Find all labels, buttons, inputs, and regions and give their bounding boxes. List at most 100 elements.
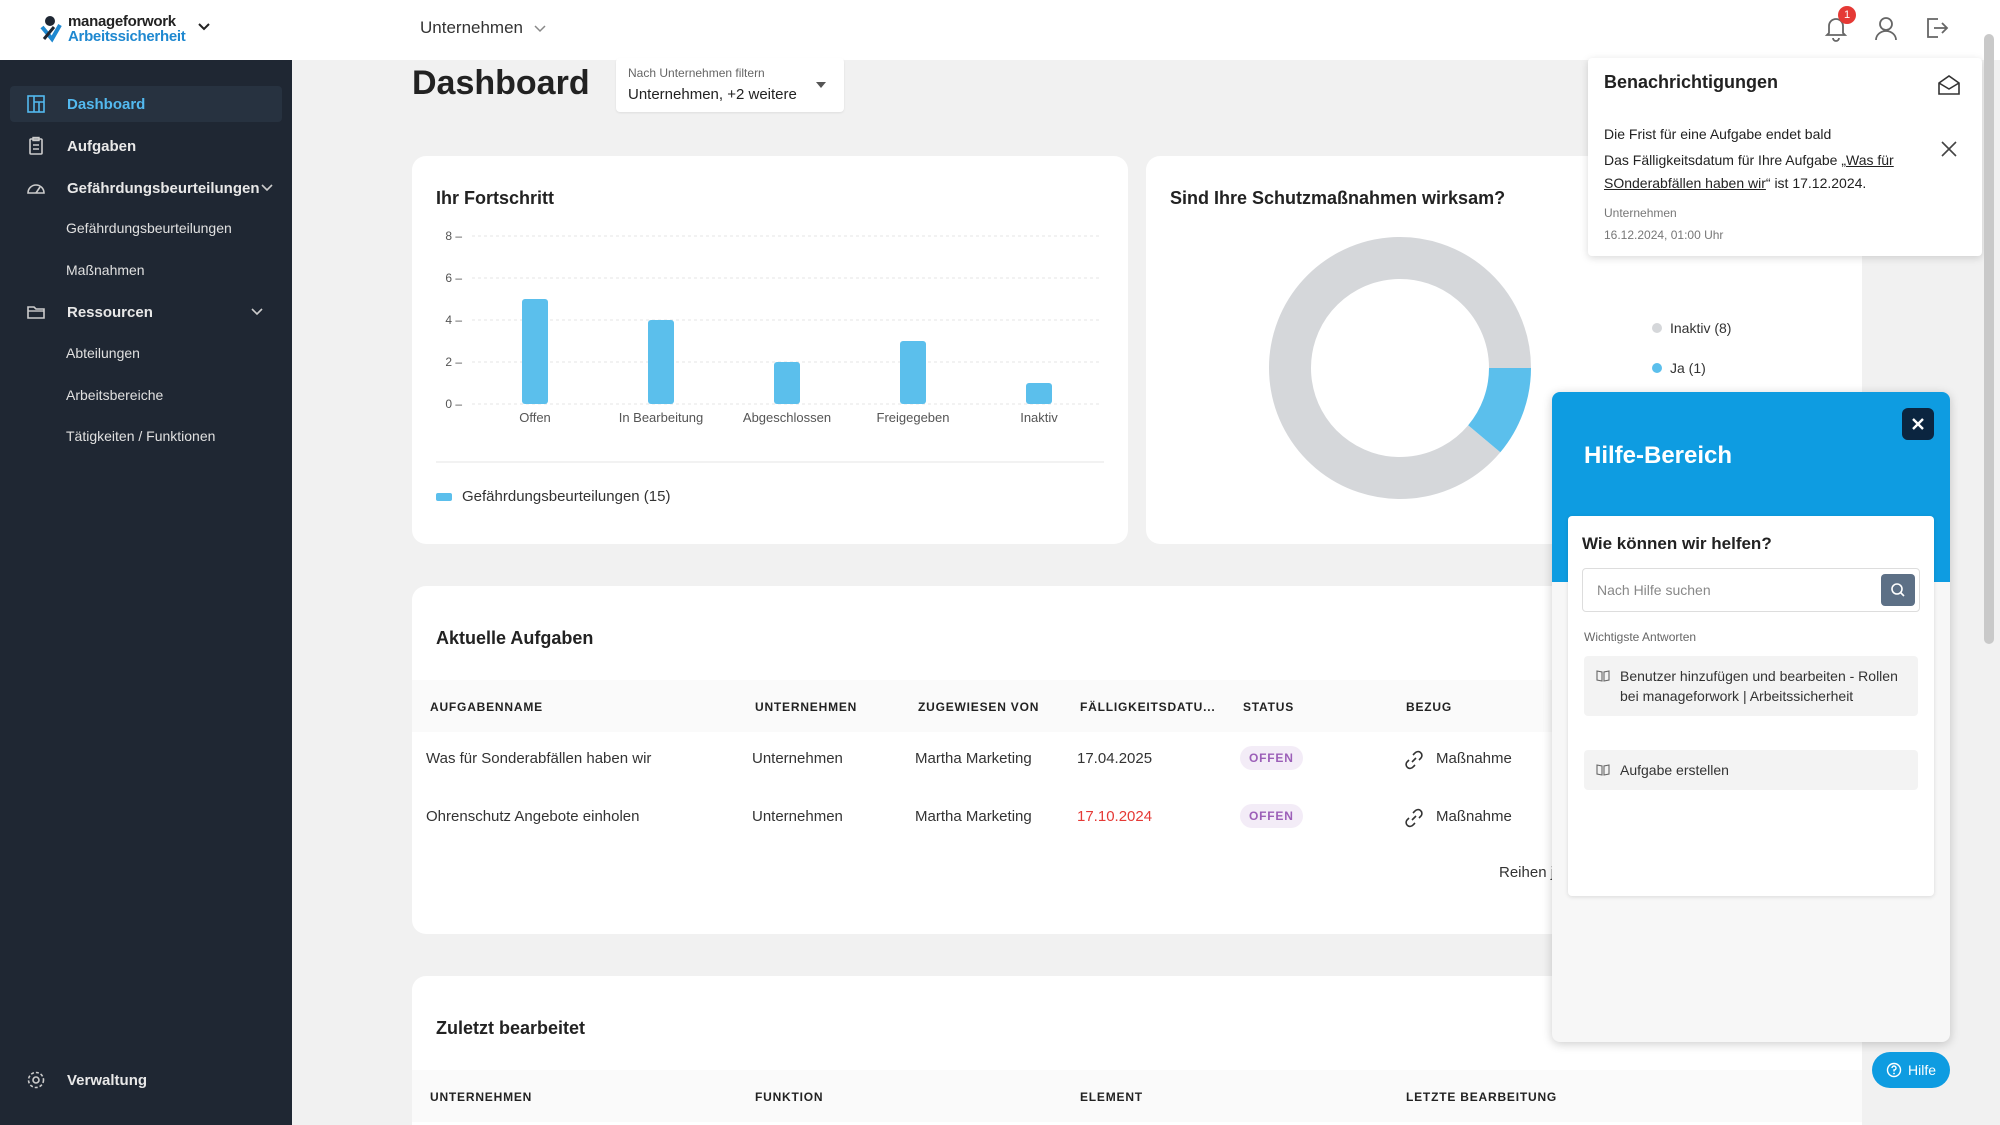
filter-label: Nach Unternehmen filtern — [628, 66, 765, 80]
company-filter-select[interactable]: Nach Unternehmen filtern Unternehmen, +2… — [616, 58, 844, 112]
recent-table-header: UNTERNEHMEN FUNKTION ELEMENT LETZTE BEAR… — [412, 1070, 1862, 1122]
help-floating-button-label: Hilfe — [1907, 1062, 1936, 1078]
rows-per-page-label: Reihen j — [1499, 864, 1555, 881]
help-answer-label: Benutzer hinzufügen und bearbeiten - Rol… — [1620, 668, 1898, 704]
help-question: Wie können wir helfen? — [1582, 534, 1772, 553]
sidebar-item-verwaltung[interactable]: Verwaltung — [10, 1062, 282, 1098]
donut-legend-inaktiv[interactable]: Inaktiv (8) — [1652, 320, 1731, 336]
task-reference-link[interactable]: Maßnahme — [1436, 808, 1512, 825]
sidebar-subitem-gefaehrdungsbeurteilungen[interactable]: Gefährdungsbeurteilungen — [66, 220, 232, 236]
task-assigned-by: Martha Marketing — [915, 750, 1032, 767]
notification-timestamp: 16.12.2024, 01:00 Uhr — [1604, 228, 1724, 242]
book-icon — [1596, 764, 1610, 776]
sidebar-item-label: Gefährdungsbeurteilungen — [67, 179, 260, 197]
chevron-down-icon — [261, 184, 273, 192]
sidebar: Dashboard Aufgaben Gefährdungsbeurteilun… — [0, 60, 292, 1125]
dashboard-icon — [27, 95, 45, 113]
y-tick-label: 6 – — [445, 271, 462, 285]
donut-slice[interactable] — [1269, 237, 1531, 499]
sidebar-subitem-massnahmen[interactable]: Maßnahmen — [66, 262, 145, 278]
chevron-down-icon — [534, 25, 546, 33]
y-tick-label: 4 – — [445, 313, 462, 327]
close-icon — [1912, 418, 1924, 430]
notification-heading: Die Frist für eine Aufgabe endet bald — [1604, 126, 1832, 142]
help-search-button[interactable] — [1881, 574, 1915, 606]
link-icon — [1405, 808, 1423, 828]
help-answer-item[interactable]: Aufgabe erstellen — [1584, 750, 1918, 790]
column-header[interactable]: ELEMENT — [1080, 1090, 1143, 1104]
sidebar-subitem-arbeitsbereiche[interactable]: Arbeitsbereiche — [66, 387, 164, 403]
top-answers-label: Wichtigste Antworten — [1584, 630, 1697, 644]
bar[interactable] — [522, 299, 548, 404]
x-tick-label: Inaktiv — [1020, 410, 1058, 425]
task-reference-link[interactable]: Maßnahme — [1436, 750, 1512, 767]
task-company: Unternehmen — [752, 808, 843, 825]
column-header[interactable]: FÄLLIGKEITSDATU... — [1080, 700, 1216, 714]
task-assigned-by: Martha Marketing — [915, 808, 1032, 825]
link-icon — [1405, 750, 1423, 770]
user-profile-icon[interactable] — [1872, 14, 1900, 42]
y-tick-label: 8 – — [445, 229, 462, 243]
filter-value: Unternehmen, +2 weitere — [628, 86, 797, 103]
notification-body-suffix: “ ist 17.12.2024. — [1765, 175, 1867, 191]
company-selector-label: Unternehmen — [420, 18, 524, 37]
sidebar-item-label: Ressourcen — [67, 303, 153, 321]
column-header[interactable]: BEZUG — [1406, 700, 1452, 714]
progress-card-title: Ihr Fortschritt — [436, 188, 555, 208]
y-tick-label: 0 – — [445, 397, 462, 411]
page-scrollbar[interactable] — [1984, 34, 1994, 644]
logout-icon[interactable] — [1922, 14, 1950, 42]
notifications-panel: Benachrichtigungen Die Frist für eine Au… — [1588, 58, 1982, 256]
sidebar-item-aufgaben[interactable]: Aufgaben — [10, 128, 282, 164]
column-header[interactable]: AUFGABENNAME — [430, 700, 543, 714]
bar[interactable] — [648, 320, 674, 404]
sidebar-item-dashboard[interactable]: Dashboard — [10, 86, 282, 122]
bar[interactable] — [774, 362, 800, 404]
help-answer-item[interactable]: Benutzer hinzufügen und bearbeiten - Rol… — [1584, 656, 1918, 716]
column-header[interactable]: UNTERNEHMEN — [430, 1090, 533, 1104]
legend-label: Ja (1) — [1670, 360, 1706, 376]
task-name[interactable]: Was für Sonderabfällen haben wir — [426, 750, 652, 767]
question-circle-icon — [1886, 1062, 1902, 1078]
column-header[interactable]: FUNKTION — [755, 1090, 824, 1104]
app-switch-chevron-down-icon[interactable] — [196, 18, 212, 34]
bar[interactable] — [900, 341, 926, 404]
legend-label: Inaktiv (8) — [1670, 320, 1732, 336]
column-header[interactable]: STATUS — [1243, 700, 1295, 714]
sidebar-item-gefaehrdungsbeurteilungen[interactable]: Gefährdungsbeurteilungen — [10, 170, 282, 206]
help-close-button[interactable] — [1902, 408, 1934, 440]
sidebar-subitem-taetigkeiten[interactable]: Tätigkeiten / Funktionen — [66, 428, 216, 444]
dismiss-notification-close-icon[interactable] — [1940, 140, 1958, 158]
help-search-box — [1582, 568, 1920, 612]
company-selector[interactable]: Unternehmen — [420, 18, 547, 38]
top-bar: manageforwork Arbeitssicherheit Unterneh… — [0, 0, 2000, 60]
help-floating-button[interactable]: Hilfe — [1872, 1052, 1950, 1088]
legend-dot — [1652, 363, 1662, 373]
mark-all-read-envelope-icon[interactable] — [1936, 72, 1962, 98]
notifications-bell-icon[interactable]: 1 — [1822, 6, 1856, 42]
notification-task-link[interactable]: Was für SOnderabfällen haben wir — [1604, 152, 1894, 191]
donut-legend-ja[interactable]: Ja (1) — [1652, 360, 1706, 376]
y-tick-label: 2 – — [445, 355, 462, 369]
column-header[interactable]: UNTERNEHMEN — [755, 700, 858, 714]
logo-line-1: manageforwork — [68, 13, 176, 30]
help-panel-title: Hilfe-Bereich — [1584, 442, 1733, 469]
search-icon — [1891, 583, 1905, 597]
sidebar-subitem-abteilungen[interactable]: Abteilungen — [66, 345, 140, 361]
folder-icon — [27, 306, 45, 319]
sidebar-item-label: Dashboard — [67, 95, 146, 113]
notification-body: Das Fälligkeitsdatum für Ihre Aufgabe „W… — [1604, 149, 1924, 195]
task-due-date-overdue: 17.10.2024 — [1077, 808, 1153, 825]
app-logo[interactable]: manageforwork Arbeitssicherheit — [40, 13, 186, 44]
column-header[interactable]: LETZTE BEARBEITUNG — [1406, 1090, 1558, 1104]
notifications-title: Benachrichtigungen — [1604, 72, 1779, 92]
sidebar-item-ressourcen[interactable]: Ressourcen — [10, 294, 282, 330]
bar[interactable] — [1026, 383, 1052, 404]
chart-legend[interactable]: Gefährdungsbeurteilungen (15) — [436, 488, 670, 505]
chevron-down-icon — [251, 308, 263, 316]
help-content-box: Wie können wir helfen? Wichtigste Antwor… — [1568, 516, 1934, 896]
recent-card-title: Zuletzt bearbeitet — [436, 1018, 586, 1038]
column-header[interactable]: ZUGEWIESEN VON — [918, 700, 1040, 714]
help-search-input[interactable] — [1583, 569, 1873, 611]
task-name[interactable]: Ohrenschutz Angebote einholen — [426, 808, 640, 825]
